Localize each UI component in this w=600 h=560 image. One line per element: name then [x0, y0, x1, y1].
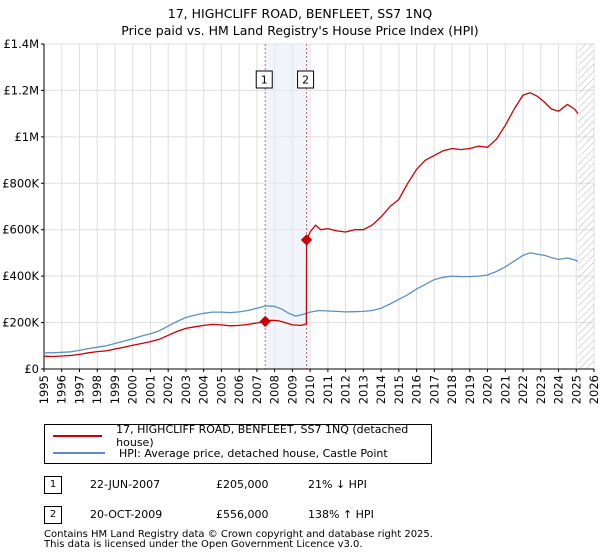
- legend-property-swatch: [53, 435, 103, 437]
- legend: 17, HIGHCLIFF ROAD, BENFLEET, SS7 1NQ (d…: [44, 423, 432, 464]
- marker-label-2: 2: [302, 74, 309, 87]
- legend-hpi-label: HPI: Average price, detached house, Cast…: [119, 446, 388, 460]
- transaction-row-2: 2 20-OCT-2009 £556,000 138% ↑ HPI: [44, 506, 564, 526]
- x-tick-label: 2026: [587, 375, 600, 404]
- y-tick-label: £800K: [2, 176, 39, 190]
- x-tick-label: 2014: [374, 375, 388, 404]
- footer: Contains HM Land Registry data © Crown c…: [44, 530, 433, 550]
- marker-label-1: 1: [261, 74, 268, 87]
- y-tick-label: £400K: [2, 269, 39, 283]
- transaction-hpi-change: 138% ↑ HPI: [308, 508, 374, 521]
- x-tick-label: 2003: [179, 375, 193, 404]
- transaction-price: £556,000: [216, 508, 269, 521]
- transaction-price: £205,000: [216, 478, 269, 491]
- x-tick-label: 2022: [516, 375, 530, 404]
- marker-point-2: [300, 234, 313, 246]
- y-tick-label: £1M: [14, 130, 39, 144]
- marker-label-box-1: [255, 70, 273, 89]
- y-tick-label: £0: [24, 362, 39, 376]
- transaction-row-1: 1 22-JUN-2007 £205,000 21% ↓ HPI: [44, 476, 564, 496]
- x-tick-label: 2019: [463, 375, 477, 404]
- x-tick-label: 2020: [481, 375, 495, 404]
- x-tick-label: 1999: [108, 375, 122, 404]
- marker-label-box-2: [297, 70, 315, 89]
- y-tick-label: £600K: [2, 223, 39, 237]
- x-tick-label: 2018: [445, 375, 459, 404]
- y-tick-label: £1.2M: [3, 83, 39, 97]
- x-tick-label: 2016: [410, 375, 424, 404]
- x-tick-label: 2006: [232, 375, 246, 404]
- x-tick-label: 2000: [126, 375, 140, 404]
- x-tick-label: 1997: [72, 375, 86, 404]
- legend-item-hpi: HPI: Average price, detached house, Cast…: [53, 445, 388, 461]
- x-tick-label: 2008: [268, 375, 282, 404]
- x-tick-label: 2002: [161, 375, 175, 404]
- chart-title: 17, HIGHCLIFF ROAD, BENFLEET, SS7 1NQ: [167, 6, 433, 21]
- x-tick-label: 2010: [303, 375, 317, 404]
- x-tick-label: 2023: [534, 375, 548, 404]
- footer-license: This data is licensed under the Open Gov…: [44, 539, 363, 550]
- x-tick-label: 2021: [498, 375, 512, 404]
- x-tick-label: 2001: [143, 375, 157, 404]
- transaction-date: 20-OCT-2009: [90, 508, 163, 521]
- x-tick-label: 2009: [285, 375, 299, 404]
- price-chart: £0 £200K £400K £600K £800K £1M £1.2M £1.4M 1995 1…: [2, 37, 600, 404]
- x-tick-label: 2013: [356, 375, 370, 404]
- hpi-line: [44, 252, 579, 354]
- chart-subtitle: Price paid vs. HM Land Registry's House …: [121, 23, 479, 38]
- property-price-line: [43, 92, 579, 358]
- x-tick-label: 1996: [55, 375, 69, 404]
- y-tick-label: £200K: [2, 316, 39, 330]
- x-tick-label: 2011: [321, 375, 335, 404]
- x-tick-label: 2024: [552, 375, 566, 404]
- x-tick-label: 2017: [427, 375, 441, 404]
- transaction-date: 22-JUN-2007: [90, 478, 161, 491]
- x-tick-label: 1998: [90, 375, 104, 404]
- marker-point-1: [259, 315, 271, 328]
- legend-item-property: 17, HIGHCLIFF ROAD, BENFLEET, SS7 1NQ (d…: [53, 423, 431, 449]
- future-hatch-region: [578, 44, 594, 369]
- transaction-number: 2: [44, 506, 62, 524]
- x-tick-label: 2025: [569, 375, 583, 404]
- footer-copyright: Contains HM Land Registry data © Crown c…: [44, 529, 433, 540]
- x-tick-label: 2015: [392, 375, 406, 404]
- x-tick-label: 2004: [197, 375, 211, 404]
- legend-hpi-swatch: [53, 452, 105, 454]
- x-tick-label: 2007: [250, 375, 264, 404]
- x-tick-label: 2012: [339, 375, 353, 404]
- y-tick-label: £1.4M: [3, 37, 39, 51]
- legend-property-label: 17, HIGHCLIFF ROAD, BENFLEET, SS7 1NQ (d…: [116, 423, 409, 449]
- plot-area: [44, 44, 594, 369]
- x-tick-label: 1995: [37, 375, 51, 404]
- transaction-number: 1: [44, 476, 62, 494]
- x-tick-label: 2005: [214, 375, 228, 404]
- transaction-hpi-change: 21% ↓ HPI: [308, 478, 367, 491]
